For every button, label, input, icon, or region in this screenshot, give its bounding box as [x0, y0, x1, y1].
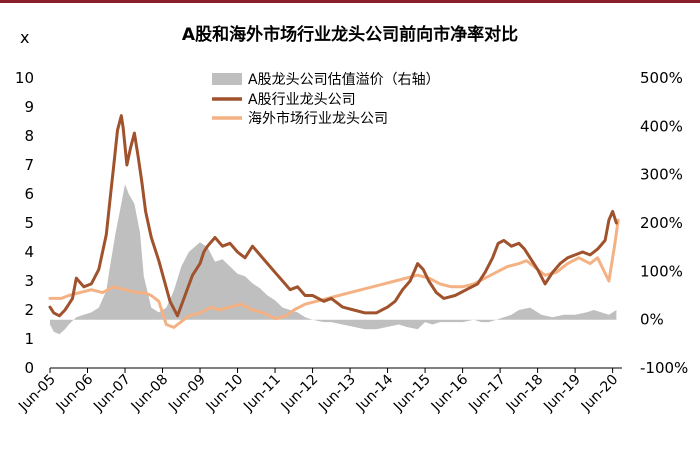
left-tick-label: 6	[24, 185, 34, 203]
right-tick-label: 200%	[640, 214, 683, 232]
x-tick-label: Jun-13	[315, 372, 359, 416]
header-accent-bar	[0, 0, 700, 3]
x-tick-label: Jun-06	[53, 371, 97, 415]
x-tick-label: Jun-10	[203, 372, 247, 416]
a-share-leaders-line	[48, 114, 618, 318]
x-tick-label: Jun-14	[353, 371, 397, 415]
x-tick-label: Jun-19	[540, 372, 584, 416]
x-tick-label: Jun-05	[15, 372, 59, 416]
premium-area	[50, 184, 617, 335]
premium-area-layer	[50, 184, 617, 335]
x-tick-label: Jun-09	[165, 372, 209, 416]
legend-label: A股龙头公司估值溢价（右轴）	[248, 72, 440, 88]
left-tick-label: 1	[24, 330, 34, 348]
x-tick-label: Jun-08	[128, 372, 172, 416]
x-tick-label: Jun-16	[428, 371, 472, 415]
x-tick-label: Jun-07	[90, 372, 134, 416]
left-tick-label: 2	[24, 301, 34, 319]
x-tick-label: Jun-18	[503, 372, 547, 416]
left-tick-label: 8	[24, 127, 34, 145]
right-tick-label: 100%	[640, 262, 683, 280]
left-tick-label: 10	[15, 69, 34, 87]
left-tick-label: 9	[24, 98, 34, 116]
left-tick-label: 4	[24, 243, 34, 261]
x-tick-label: Jun-20	[578, 372, 622, 416]
x-tick-label: Jun-15	[390, 372, 434, 416]
legend-label: A股行业龙头公司	[248, 92, 356, 108]
legend-label: 海外市场行业龙头公司	[248, 110, 388, 127]
right-tick-label: 0%	[640, 311, 664, 329]
x-tick-label: Jun-11	[240, 372, 284, 416]
right-tick-label: 400%	[640, 117, 683, 135]
y-axis-unit-label: x	[20, 28, 30, 47]
x-tick-label: Jun-12	[278, 372, 322, 416]
left-tick-label: 0	[24, 359, 34, 377]
line-layer	[48, 114, 620, 329]
right-tick-label: -100%	[640, 359, 688, 377]
left-tick-label: 3	[24, 272, 34, 290]
right-tick-label: 500%	[640, 69, 683, 87]
chart-title: A股和海外市场行业龙头公司前向市净率对比	[181, 25, 519, 45]
left-tick-label: 7	[24, 156, 34, 174]
left-tick-label: 5	[24, 214, 34, 232]
right-tick-label: 300%	[640, 166, 683, 184]
x-tick-label: Jun-17	[465, 372, 509, 416]
legend-swatch-premium	[212, 73, 242, 85]
